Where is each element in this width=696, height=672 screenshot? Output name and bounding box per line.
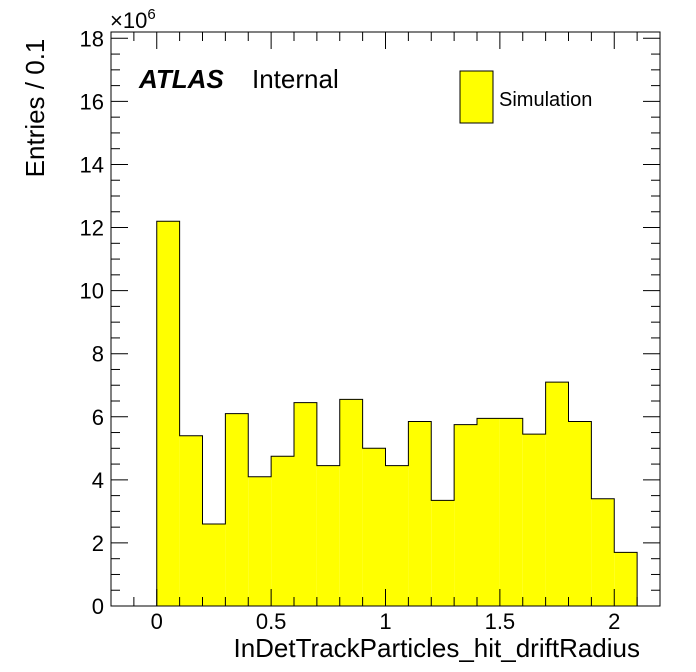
y-tick-label: 2 [92, 531, 104, 556]
y-axis-exponent: 6 [147, 6, 155, 23]
histogram-bar [202, 524, 226, 606]
x-tick-label: 0 [151, 609, 163, 634]
y-axis-multiplier: ×106 [110, 6, 156, 33]
histogram-bar [271, 456, 294, 606]
histogram-bar [316, 465, 340, 606]
histogram-bar [156, 221, 180, 606]
y-axis-title: Entries / 0.1 [20, 39, 50, 178]
x-tick-label: 0.5 [256, 609, 287, 634]
histogram-bar [408, 421, 432, 606]
histogram-bar [179, 435, 203, 606]
histogram-bar [248, 476, 272, 606]
histogram-bar [225, 413, 249, 606]
x-axis-title: InDetTrackParticles_hit_driftRadius [233, 633, 640, 663]
atlas-status: Internal [252, 64, 339, 94]
histogram-bar [499, 418, 523, 606]
histogram-bar [454, 424, 477, 606]
atlas-label: ATLAS [138, 64, 224, 94]
histogram-bar [568, 421, 592, 606]
histogram-bar [477, 418, 500, 606]
y-tick-label: 16 [80, 89, 104, 114]
histogram-bar [545, 382, 569, 606]
histogram-bar [431, 500, 455, 606]
legend-label: Simulation [499, 89, 592, 111]
y-tick-label: 12 [80, 216, 104, 241]
y-tick-label: 6 [92, 405, 104, 430]
y-tick-label: 0 [92, 594, 104, 619]
histogram-bar [614, 552, 638, 606]
y-tick-label: 4 [92, 468, 104, 493]
axis-tick-labels: 0 0.5 1 1.5 2 0 2 4 6 8 10 12 14 16 18 [80, 26, 621, 634]
histogram-bar [362, 448, 386, 606]
histogram-bar [339, 399, 363, 606]
axis-ticks [110, 32, 661, 607]
x-tick-label: 1.5 [485, 609, 516, 634]
x-tick-label: 1 [379, 609, 391, 634]
histogram-bar [591, 498, 615, 606]
histogram-bars [156, 221, 638, 606]
histogram-bar [294, 402, 317, 606]
histogram-outline [156, 220, 638, 606]
y-tick-label: 14 [80, 152, 104, 177]
y-tick-label: 18 [80, 26, 104, 51]
histogram-step-line [156, 220, 638, 606]
y-tick-label: 10 [80, 279, 104, 304]
y-tick-label: 8 [92, 342, 104, 367]
legend-swatch [459, 70, 494, 124]
histogram-bar [385, 465, 409, 606]
x-tick-label: 2 [608, 609, 620, 634]
histogram-bar [522, 434, 546, 606]
